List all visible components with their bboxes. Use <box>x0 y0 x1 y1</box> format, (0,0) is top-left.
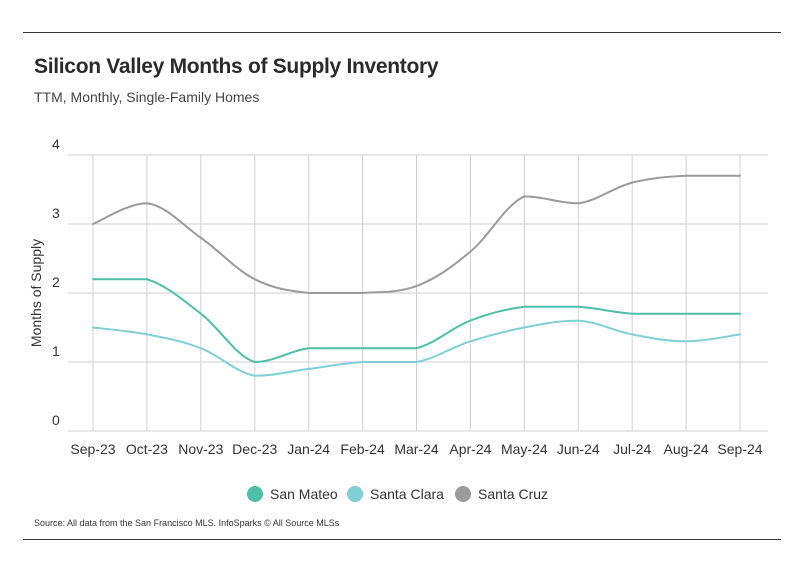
legend-marker-san-mateo <box>247 486 263 502</box>
x-tick-label: Sep-24 <box>717 441 762 457</box>
x-tick-label: Sep-23 <box>70 441 115 457</box>
y-tick-label: 1 <box>52 343 60 359</box>
y-tick-label: 4 <box>52 136 60 152</box>
source-note: Source: All data from the San Francisco … <box>34 518 340 528</box>
x-tick-label: Dec-23 <box>232 441 277 457</box>
y-tick-label: 0 <box>52 412 60 428</box>
series-line-san-mateo <box>92 278 741 363</box>
x-tick-label: Nov-23 <box>178 441 223 457</box>
x-tick-label: Jun-24 <box>557 441 600 457</box>
legend-label-san-mateo: San Mateo <box>270 486 338 502</box>
x-tick-label: Mar-24 <box>394 441 439 457</box>
legend-label-santa-clara: Santa Clara <box>370 486 444 502</box>
chart-subtitle: TTM, Monthly, Single-Family Homes <box>34 89 260 105</box>
y-tick-label: 3 <box>52 205 60 221</box>
series-lines <box>92 174 741 377</box>
legend-label-santa-cruz: Santa Cruz <box>478 486 548 502</box>
y-axis-title: Months of Supply <box>28 239 44 347</box>
legend-marker-santa-cruz <box>455 486 471 502</box>
x-axis-ticks: Sep-23 Oct-23 Nov-23 Dec-23 Jan-24 Feb-24 Mar-… <box>70 441 762 457</box>
legend: San Mateo Santa Clara Santa Cruz <box>247 486 548 502</box>
series-line-santa-cruz <box>92 174 741 295</box>
x-tick-label: Oct-23 <box>126 441 168 457</box>
y-axis-ticks: 0 1 2 3 4 <box>52 136 60 428</box>
top-rule <box>23 32 781 33</box>
x-tick-label: Jan-24 <box>287 441 330 457</box>
x-tick-label: May-24 <box>501 441 548 457</box>
bottom-rule <box>23 539 781 540</box>
x-tick-label: Apr-24 <box>449 441 491 457</box>
chart-title: Silicon Valley Months of Supply Inventor… <box>34 55 439 78</box>
series-line-santa-clara <box>92 319 741 377</box>
legend-marker-santa-clara <box>347 486 363 502</box>
y-tick-label: 2 <box>52 274 60 290</box>
x-tick-label: Jul-24 <box>613 441 651 457</box>
x-tick-label: Aug-24 <box>664 441 709 457</box>
x-tick-label: Feb-24 <box>340 441 385 457</box>
